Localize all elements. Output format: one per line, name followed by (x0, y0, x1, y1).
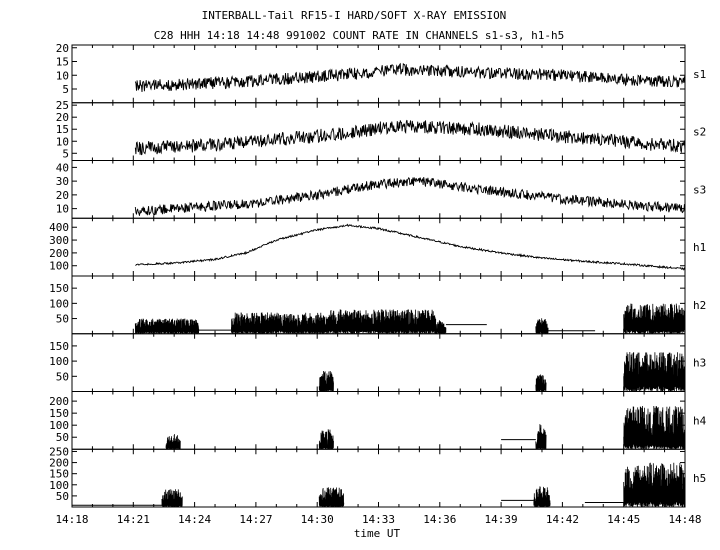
y-tick-label: 10 (56, 203, 69, 216)
channel-label-h4: h4 (693, 414, 707, 427)
y-tick-label: 150 (49, 282, 69, 295)
panel-h2: 50 100 150 h2 (49, 275, 706, 335)
series-burst-h2 (535, 318, 549, 334)
series-line-s3 (134, 177, 686, 216)
x-tick-label: 14:33 (362, 513, 395, 526)
y-tick-label: 200 (49, 457, 69, 470)
x-tick-label: 14:39 (485, 513, 518, 526)
y-tick-label: 20 (56, 42, 69, 55)
y-tick-label: 50 (56, 313, 69, 326)
series-burst-h2 (134, 318, 200, 334)
chart-panels: 5101520s1510152025s210203040s31002003004… (49, 42, 707, 508)
series-burst-h4 (318, 429, 334, 450)
x-axis: 14:18 14:21 14:24 14:27 14:30 14:33 14:36 14:39… (55, 45, 702, 526)
panel-frame (71, 102, 686, 161)
channel-label-s3: s3 (693, 183, 706, 196)
x-tick-label: 14:27 (239, 513, 272, 526)
x-tick-label: 14:30 (301, 513, 334, 526)
y-tick-label: 40 (56, 161, 69, 174)
y-tick-label: 100 (49, 355, 69, 368)
y-tick-label: 100 (49, 479, 69, 492)
x-tick-label: 14:21 (117, 513, 150, 526)
channel-label-s1: s1 (693, 68, 706, 81)
series-burst-h5 (161, 489, 183, 508)
y-tick-label: 150 (49, 340, 69, 353)
panel-h3: 50 100 150 h3 (49, 333, 706, 392)
y-tick-label: 30 (56, 175, 69, 188)
chart-title: INTERBALL-Tail RF15-I HARD/SOFT X-RAY EM… (202, 9, 507, 22)
y-tick-label: 100 (49, 419, 69, 432)
series-burst-h3 (318, 370, 334, 392)
y-tick-label: 50 (56, 370, 69, 383)
y-tick-label: 10 (56, 69, 69, 82)
series-burst-h2 (327, 309, 437, 334)
channel-label-h1: h1 (693, 241, 706, 254)
channel-label-h5: h5 (693, 472, 706, 485)
y-tick-label: 10 (56, 135, 69, 148)
y-tick-label: 20 (56, 189, 69, 202)
chart-subtitle: C28 HHH 14:18 14:48 991002 COUNT RATE IN… (154, 29, 565, 42)
series-burst-h3 (623, 351, 686, 392)
y-tick-label: 100 (49, 260, 69, 273)
y-tick-label: 300 (49, 234, 69, 247)
y-tick-label: 400 (49, 221, 69, 234)
series-burst-h5 (318, 487, 345, 508)
series-burst-h2 (623, 303, 686, 334)
y-tick-label: 5 (62, 147, 69, 160)
y-tick-label: 150 (49, 468, 69, 481)
y-tick-label: 200 (49, 247, 69, 260)
series-burst-h5 (623, 462, 686, 507)
series-burst-h3 (535, 374, 547, 392)
series-burst-h2 (435, 320, 447, 334)
series-burst-h5 (533, 486, 551, 508)
x-tick-label: 14:48 (668, 513, 701, 526)
y-tick-label: 25 (56, 99, 69, 112)
x-tick-label: 14:36 (423, 513, 456, 526)
y-tick-label: 15 (56, 123, 69, 136)
series-line-h1 (135, 223, 686, 271)
panel-frame (71, 391, 686, 450)
series-burst-h4 (623, 405, 686, 450)
series-burst-h2 (231, 312, 328, 334)
series-burst-h4 (535, 424, 547, 450)
y-tick-label: 200 (49, 395, 69, 408)
x-tick-label: 14:42 (546, 513, 579, 526)
panel-frame (71, 217, 686, 277)
y-tick-label: 150 (49, 407, 69, 420)
channel-label-h3: h3 (693, 357, 706, 370)
y-tick-label: 20 (56, 111, 69, 124)
x-tick-label: 14:18 (55, 513, 88, 526)
y-tick-label: 5 (62, 83, 69, 96)
channel-label-h2: h2 (693, 299, 706, 312)
panel-frame (71, 333, 686, 392)
y-tick-label: 100 (49, 297, 69, 310)
series-line-s1 (134, 62, 686, 93)
y-tick-label: 50 (56, 490, 69, 503)
series-line-s2 (134, 119, 686, 156)
channel-label-s2: s2 (693, 126, 706, 139)
y-tick-label: 15 (56, 56, 69, 69)
y-tick-label: 250 (49, 445, 69, 458)
x-axis-label: time UT (354, 527, 401, 540)
x-tick-label: 14:24 (178, 513, 211, 526)
series-burst-h4 (165, 434, 181, 450)
y-tick-label: 50 (56, 431, 69, 444)
x-tick-label: 14:45 (607, 513, 640, 526)
